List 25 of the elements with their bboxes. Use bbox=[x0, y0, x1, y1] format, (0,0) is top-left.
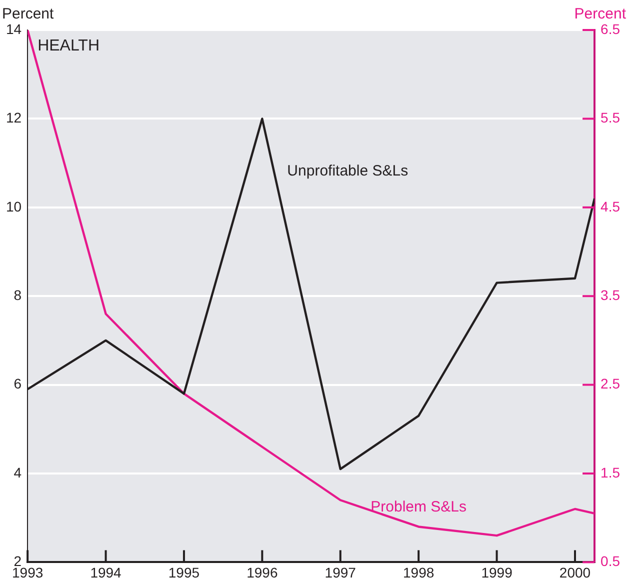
x-tick-label: 1998 bbox=[403, 564, 434, 580]
x-tick-label: 2000 bbox=[559, 564, 591, 580]
y2-tick-label: 5.5 bbox=[600, 110, 620, 126]
series-label: Problem S&Ls bbox=[370, 498, 467, 516]
y-tick-label: 8 bbox=[14, 286, 22, 303]
y-tick-label: 14 bbox=[6, 20, 22, 37]
series-label: Unprofitable S&Ls bbox=[287, 162, 408, 180]
y2-tick-label: 2.5 bbox=[600, 376, 620, 392]
x-tick-label: 1997 bbox=[324, 564, 356, 580]
y2-axis-title: Percent bbox=[574, 6, 627, 23]
y2-tick-label: 4.5 bbox=[600, 198, 620, 214]
y2-tick-label: 1.5 bbox=[600, 464, 620, 480]
y2-tick-label: 6.5 bbox=[600, 20, 620, 37]
annotation: HEALTH bbox=[38, 37, 100, 54]
y-tick-label: 10 bbox=[6, 198, 22, 214]
y-axis-title: Percent bbox=[2, 6, 55, 23]
x-tick-label: 1995 bbox=[168, 564, 200, 580]
x-tick-label: 1999 bbox=[481, 564, 513, 580]
y-tick-label: 12 bbox=[6, 110, 22, 126]
x-tick-label: 1996 bbox=[246, 564, 278, 580]
y2-tick-label: 0.5 bbox=[600, 553, 620, 570]
y-tick-label: 6 bbox=[14, 376, 22, 392]
y-tick-label: 4 bbox=[14, 464, 22, 480]
x-tick-label: 1994 bbox=[90, 564, 122, 580]
y2-tick-label: 3.5 bbox=[600, 286, 620, 303]
